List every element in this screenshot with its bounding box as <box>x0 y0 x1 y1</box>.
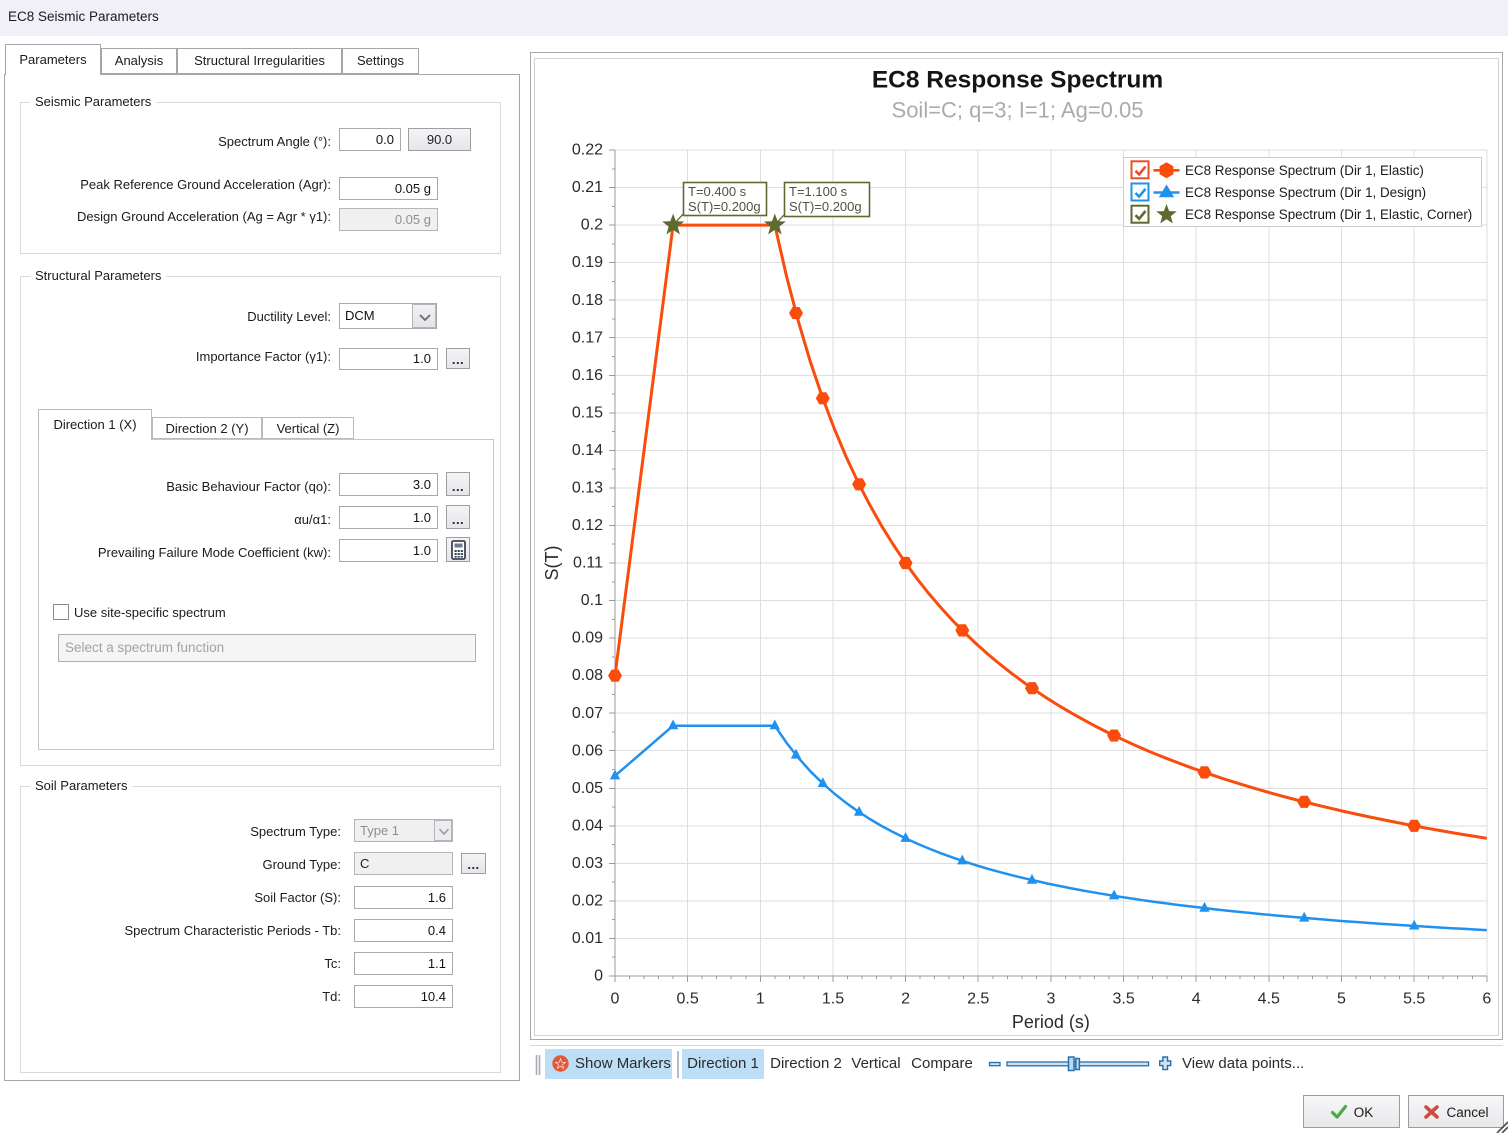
svg-text:3.5: 3.5 <box>1112 990 1134 1007</box>
svg-text:Period (s): Period (s) <box>1012 1012 1090 1032</box>
svg-text:4: 4 <box>1192 990 1201 1007</box>
svg-text:0.12: 0.12 <box>572 517 603 534</box>
svg-text:0.09: 0.09 <box>572 630 603 647</box>
svg-text:0: 0 <box>611 990 620 1007</box>
svg-text:0: 0 <box>594 968 603 985</box>
svg-text:0.06: 0.06 <box>572 742 603 759</box>
svg-text:T=1.100 s: T=1.100 s <box>789 184 848 199</box>
svg-text:0.1: 0.1 <box>581 592 603 609</box>
svg-text:0.03: 0.03 <box>572 855 603 872</box>
svg-text:2.5: 2.5 <box>967 990 989 1007</box>
svg-text:0.2: 0.2 <box>581 217 603 234</box>
svg-text:0.17: 0.17 <box>572 329 603 346</box>
svg-text:5.5: 5.5 <box>1403 990 1425 1007</box>
svg-text:0.5: 0.5 <box>676 990 698 1007</box>
svg-text:T=0.400 s: T=0.400 s <box>688 184 747 199</box>
svg-text:3: 3 <box>1046 990 1055 1007</box>
svg-text:0.04: 0.04 <box>572 817 603 834</box>
svg-text:1: 1 <box>756 990 765 1007</box>
svg-text:0.13: 0.13 <box>572 480 603 497</box>
svg-text:0.02: 0.02 <box>572 893 603 910</box>
svg-text:0.19: 0.19 <box>572 254 603 271</box>
svg-text:0.08: 0.08 <box>572 667 603 684</box>
svg-text:0.14: 0.14 <box>572 442 603 459</box>
svg-text:S(T): S(T) <box>542 546 562 581</box>
svg-text:0.01: 0.01 <box>572 930 603 947</box>
svg-text:0.16: 0.16 <box>572 367 603 384</box>
svg-text:4.5: 4.5 <box>1258 990 1280 1007</box>
svg-text:2: 2 <box>901 990 910 1007</box>
svg-text:0.18: 0.18 <box>572 292 603 309</box>
svg-text:EC8 Response Spectrum (Dir 1,: EC8 Response Spectrum (Dir 1, Elastic) <box>1185 163 1424 178</box>
svg-text:0.07: 0.07 <box>572 705 603 722</box>
svg-text:6: 6 <box>1482 990 1491 1007</box>
svg-text:S(T)=0.200g: S(T)=0.200g <box>688 199 761 214</box>
svg-text:5: 5 <box>1337 990 1346 1007</box>
svg-text:Soil=C; q=3; I=1; Ag=0.05: Soil=C; q=3; I=1; Ag=0.05 <box>892 98 1144 123</box>
svg-text:0.22: 0.22 <box>572 142 603 159</box>
svg-text:0.11: 0.11 <box>573 555 603 572</box>
svg-text:EC8 Response Spectrum (Dir 1,: EC8 Response Spectrum (Dir 1, Elastic, C… <box>1185 207 1472 222</box>
svg-text:0.05: 0.05 <box>572 780 603 797</box>
svg-text:0.15: 0.15 <box>572 404 603 421</box>
svg-text:EC8 Response Spectrum (Dir 1,: EC8 Response Spectrum (Dir 1, Design) <box>1185 185 1426 200</box>
svg-text:0.21: 0.21 <box>572 179 603 196</box>
svg-text:S(T)=0.200g: S(T)=0.200g <box>789 199 862 214</box>
svg-text:1.5: 1.5 <box>822 990 844 1007</box>
svg-text:EC8 Response Spectrum: EC8 Response Spectrum <box>872 67 1163 94</box>
